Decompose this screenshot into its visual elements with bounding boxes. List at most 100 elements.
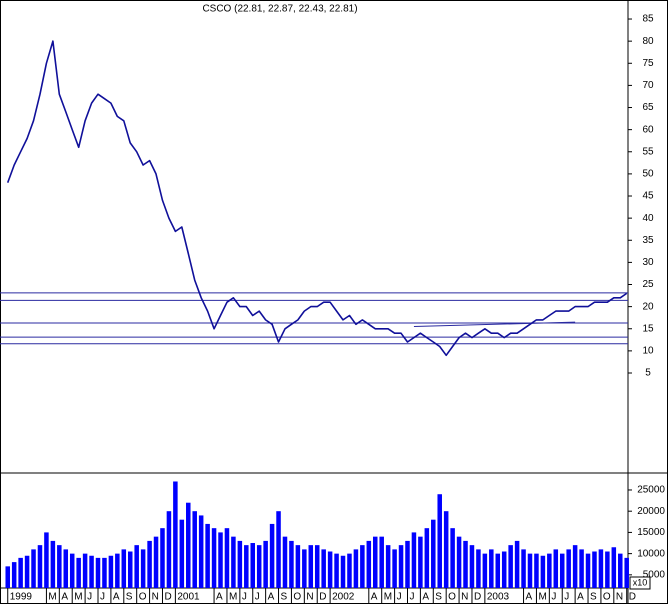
x-tick-label: A — [113, 592, 120, 603]
volume-bar — [25, 556, 30, 588]
volume-bar — [89, 556, 94, 588]
volume-bar — [534, 554, 539, 588]
volume-bar — [521, 549, 526, 588]
volume-bar — [496, 554, 501, 588]
y-tick-label: 40 — [642, 213, 654, 224]
volume-bar — [354, 549, 359, 588]
volume-bar — [612, 547, 617, 588]
y-tick-label: 45 — [642, 191, 654, 202]
volume-bar — [12, 562, 17, 588]
volume-bar — [192, 511, 197, 588]
y-tick-label: 85 — [642, 14, 654, 25]
x-tick-label: 2002 — [332, 592, 355, 603]
volume-bar — [528, 554, 533, 588]
y-tick-label: 10000 — [637, 548, 665, 559]
y-tick-label: 20000 — [637, 506, 665, 517]
volume-bar — [289, 541, 294, 588]
x-tick-label: D — [319, 592, 326, 603]
volume-bar — [83, 554, 88, 588]
volume-bar — [399, 545, 404, 588]
x-tick-label: S — [590, 592, 597, 603]
volume-bar — [128, 552, 133, 588]
volume-bar — [450, 528, 455, 588]
x-tick-label: 2001 — [177, 592, 200, 603]
volume-bar — [334, 554, 339, 588]
y-tick-label: 60 — [642, 124, 654, 135]
y-tick-label: 20 — [642, 301, 654, 312]
volume-bar — [160, 528, 165, 588]
volume-bar — [257, 545, 262, 588]
volume-bar — [134, 545, 139, 588]
volume-bar — [405, 541, 410, 588]
volume-bar — [379, 537, 384, 588]
volume-bar — [341, 556, 346, 588]
volume-bar — [44, 532, 49, 588]
volume-bar — [212, 528, 217, 588]
volume-bar — [624, 558, 629, 588]
volume-bar — [186, 503, 191, 588]
volume-bar — [302, 549, 307, 588]
x-tick-label: N — [616, 592, 623, 603]
volume-bar — [205, 524, 210, 588]
volume-bar — [263, 541, 268, 588]
volume-bar — [64, 549, 69, 588]
x-tick-label: J — [100, 592, 105, 603]
y-tick-label: 25000 — [637, 485, 665, 496]
volume-bar — [141, 549, 146, 588]
volume-bar — [199, 515, 204, 588]
x-tick-label: M — [48, 592, 56, 603]
volume-bar — [360, 545, 365, 588]
volume-bar — [444, 511, 449, 588]
x-tick-label: S — [281, 592, 288, 603]
x-tick-label: J — [255, 592, 260, 603]
x-tick-label: A — [526, 592, 533, 603]
volume-bar — [599, 549, 604, 588]
chart-title: CSCO (22.81, 22.87, 22.43, 22.81) — [202, 4, 357, 15]
volume-bar — [579, 549, 584, 588]
volume-bar — [483, 554, 488, 588]
y-tick-label: 30 — [642, 257, 654, 268]
x-tick-label: D — [629, 592, 636, 603]
volume-bar — [541, 556, 546, 588]
y-tick-label: 25 — [642, 279, 654, 290]
volume-bar — [566, 549, 571, 588]
y-tick-label: 35 — [642, 235, 654, 246]
y-tick-label: 15000 — [637, 527, 665, 538]
volume-bar — [231, 537, 236, 588]
volume-bar — [270, 524, 275, 588]
x-tick-label: N — [461, 592, 468, 603]
volume-bar — [502, 552, 507, 588]
volume-bar — [489, 549, 494, 588]
x-tick-label: N — [306, 592, 313, 603]
volume-bar — [167, 511, 172, 588]
y-tick-label: 65 — [642, 102, 654, 113]
volume-bar — [463, 541, 468, 588]
volume-bar — [560, 554, 565, 588]
y-tick-label: 5 — [645, 368, 651, 379]
volume-bar — [392, 549, 397, 588]
x-tick-label: O — [293, 592, 301, 603]
x-tick-label: A — [371, 592, 378, 603]
x-tick-label: M — [74, 592, 82, 603]
volume-bar — [386, 545, 391, 588]
volume-bar — [5, 566, 10, 588]
x-tick-label: A — [61, 592, 68, 603]
volume-bar — [315, 545, 320, 588]
x-tick-label: A — [577, 592, 584, 603]
volume-bar — [470, 545, 475, 588]
y-tick-label: 75 — [642, 58, 654, 69]
volume-bar — [515, 541, 520, 588]
volume-bar — [57, 545, 62, 588]
volume-bar — [218, 532, 223, 588]
x-tick-label: J — [409, 592, 414, 603]
x-tick-label: D — [164, 592, 171, 603]
volume-bar — [573, 545, 578, 588]
x-tick-label: M — [384, 592, 392, 603]
x-tick-label: D — [474, 592, 481, 603]
volume-bar — [508, 545, 513, 588]
volume-bar — [554, 549, 559, 588]
volume-bar — [283, 537, 288, 588]
x-tick-label: O — [448, 592, 456, 603]
